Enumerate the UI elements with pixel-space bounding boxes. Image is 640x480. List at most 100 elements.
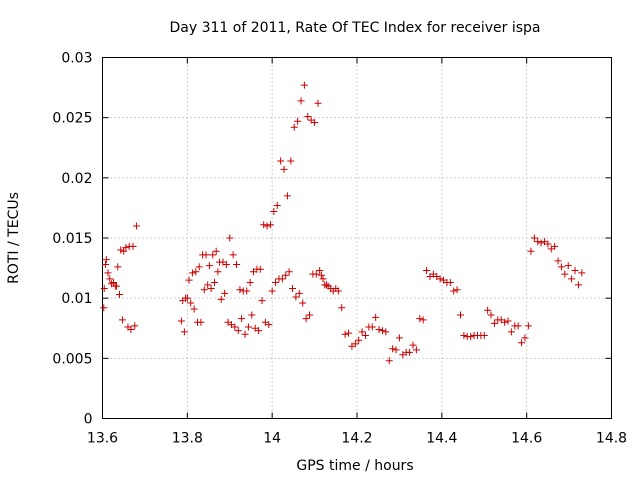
data-point [518,339,526,347]
data-point [122,244,130,252]
data-point [202,251,210,259]
data-point [192,268,200,276]
x-tick-label: 14.2 [341,431,372,447]
data-point [244,323,252,331]
y-tick-label: 0 [84,412,93,428]
data-point [571,266,579,274]
data-point [188,269,196,277]
data-point [263,222,271,230]
data-point [104,269,112,277]
data-point [221,289,229,297]
data-point [537,239,545,247]
data-point [195,263,203,271]
data-point [355,336,363,344]
data-point [389,345,397,353]
data-point [334,287,342,295]
data-point [504,317,512,325]
data-point [524,322,532,330]
data-point [241,330,249,338]
data-point [106,275,114,283]
data-point [131,322,139,330]
data-point [578,269,586,277]
data-point [210,279,218,287]
data-point [456,311,464,319]
data-point [197,318,205,326]
data-point [501,318,509,326]
data-point [243,287,251,295]
data-point [118,316,126,324]
data-point [316,266,324,274]
data-point [551,242,559,250]
data-point [368,323,376,331]
data-point [256,265,264,273]
data-point [299,299,307,307]
data-point [112,282,120,290]
chart-title: Day 311 of 2011, Rate Of TEC Index for r… [169,20,540,36]
data-point [460,331,468,339]
data-point [378,327,386,335]
data-point [450,287,458,295]
data-point [236,286,244,294]
y-axis-label: ROTI / TECUs [6,192,22,284]
data-point [372,313,380,321]
data-point [395,334,403,342]
data-point [317,271,325,279]
data-point [285,268,293,276]
data-point [312,270,320,278]
data-point [200,286,208,294]
data-point [392,346,400,354]
data-point [302,315,310,323]
y-tick-label: 0.03 [61,51,92,67]
tick-layer: 13.6 13.8 14 14.2 14.4 14.6 14.8 0 0.005 0.01 0.01… [52,51,627,447]
data-point [217,295,225,303]
data-point [345,329,353,337]
data-point [255,327,263,335]
data-point [204,281,212,289]
data-point [258,297,266,305]
data-point [229,251,237,259]
data-point [214,268,222,276]
data-point [287,157,295,165]
data-point [305,311,313,319]
data-point [295,289,303,297]
data-point [382,328,390,336]
data-point [234,327,242,335]
data-point [278,275,286,283]
data-point [423,266,431,274]
data-point [409,341,417,349]
x-tick-label: 14 [263,431,281,447]
data-point [319,275,327,283]
data-point [419,316,427,324]
data-point [453,286,461,294]
data-point [120,247,128,255]
y-tick-label: 0.025 [52,111,92,127]
data-point [185,276,193,284]
data-point [265,321,273,329]
data-point [115,291,123,299]
data-point [270,208,278,216]
data-point [361,331,369,339]
data-point [406,348,414,356]
data-point [282,271,290,279]
data-point [183,294,191,302]
data-point [233,260,241,268]
data-point [132,222,140,230]
x-tick-label: 13.6 [87,431,118,447]
data-point [341,330,349,338]
data-point [304,112,312,120]
y-tick-label: 0.015 [52,231,92,247]
data-point [248,311,256,319]
data-point [311,118,319,126]
data-point [436,275,444,283]
data-point [416,315,424,323]
data-point [272,279,280,287]
data-point [446,279,454,287]
data-point [266,221,274,229]
data-point [209,251,217,259]
data-point [358,328,366,336]
data-point [521,334,529,342]
data-point [114,263,122,271]
data-point [467,333,475,341]
data-point [480,331,488,339]
